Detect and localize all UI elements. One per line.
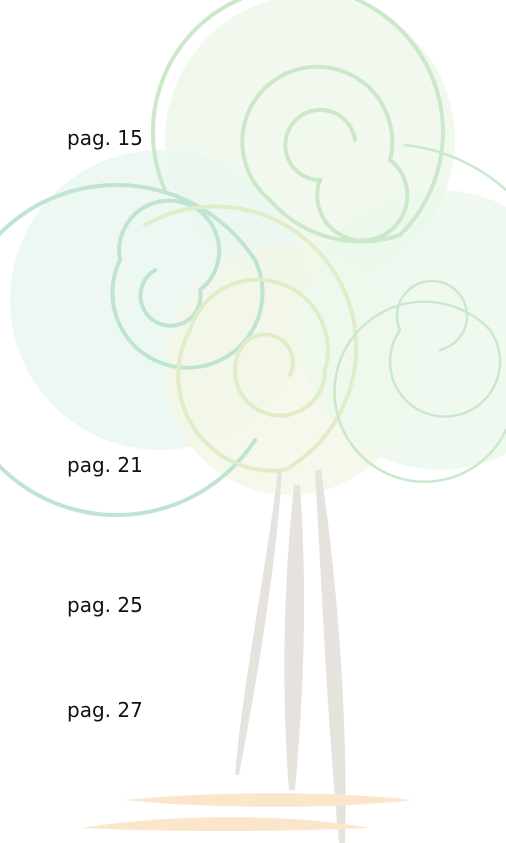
page: pag. 15 pag. 21 pag. 25 pag. 27 (() => {…: [0, 0, 506, 843]
page-reference: pag. 15: [67, 126, 143, 150]
page-reference: pag. 21: [67, 453, 143, 477]
page-reference: pag. 27: [67, 698, 143, 722]
page-reference: pag. 25: [67, 593, 143, 617]
